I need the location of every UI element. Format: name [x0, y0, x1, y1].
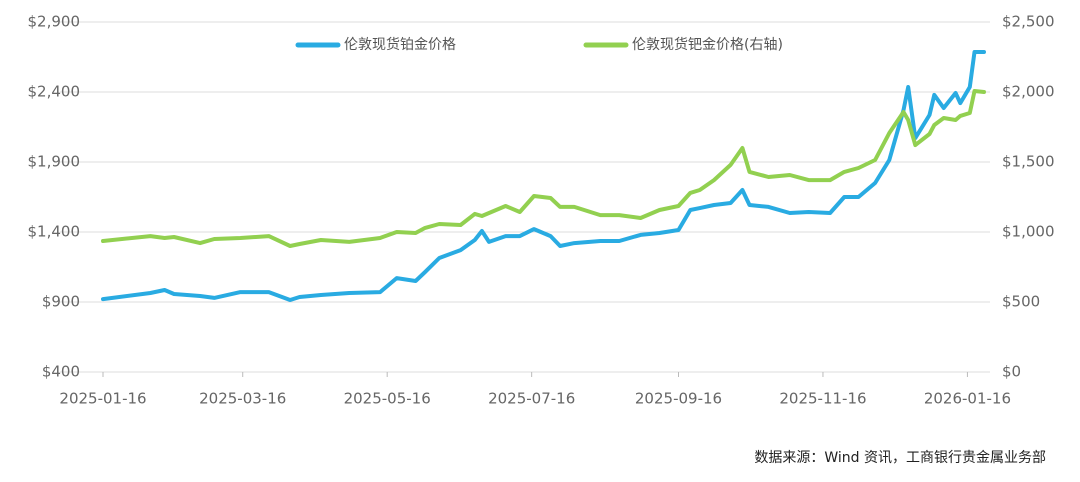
y2-tick-label: $1,000 [1002, 223, 1055, 241]
x-tick-label: 2025-01-16 [59, 390, 146, 408]
x-tick-label: 2025-07-16 [488, 390, 575, 408]
y-tick-label: $900 [42, 293, 80, 311]
y2-tick-label: $1,500 [1002, 153, 1055, 171]
y-tick-label: $2,900 [28, 13, 81, 31]
y2-tick-label: $2,000 [1002, 83, 1055, 101]
y-tick-label: $1,900 [28, 153, 81, 171]
y2-tick-label: $2,500 [1002, 13, 1055, 31]
x-tick-label: 2025-03-16 [199, 390, 286, 408]
y2-tick-label: $500 [1002, 293, 1040, 311]
y-tick-label: $1,400 [28, 223, 81, 241]
x-tick-label: 2026-01-16 [924, 390, 1011, 408]
x-tick-label: 2025-05-16 [344, 390, 431, 408]
x-tick-label: 2025-09-16 [635, 390, 722, 408]
x-tick-label: 2025-11-16 [779, 390, 866, 408]
y2-tick-label: $0 [1002, 363, 1021, 381]
series-line [101, 50, 986, 302]
series-line [101, 89, 986, 248]
legend-label: 伦敦现货铂金价格 [344, 36, 456, 53]
legend-label: 伦敦现货钯金价格(右轴) [632, 36, 783, 53]
source-note: 数据来源：Wind 资讯，工商银行贵金属业务部 [754, 450, 1046, 466]
y-tick-label: $400 [42, 363, 80, 381]
y-tick-label: $2,400 [28, 83, 81, 101]
